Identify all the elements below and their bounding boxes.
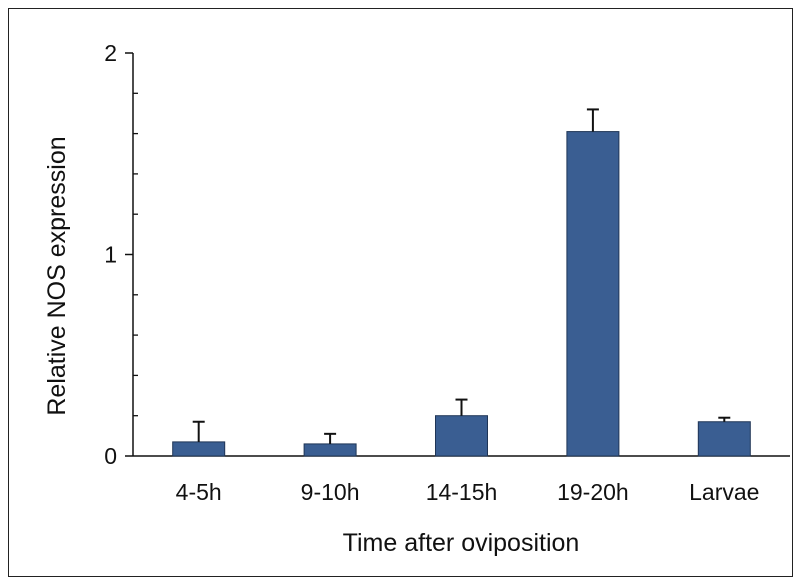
x-tick-label: 9-10h [301, 479, 360, 505]
chart-axes [125, 52, 790, 457]
y-tick-label: 2 [104, 40, 117, 66]
chart-error-bars [192, 108, 731, 444]
bar [172, 441, 226, 457]
x-tick-label: 14-15h [426, 479, 498, 505]
x-tick-label: 4-5h [176, 479, 222, 505]
x-axis-label: Time after oviposition [343, 529, 580, 557]
bar [435, 415, 488, 457]
x-tick-label: Larvae [689, 479, 759, 505]
y-tick-label: 0 [104, 443, 117, 469]
bar [697, 421, 751, 457]
x-tick-label: 19-20h [557, 479, 629, 505]
y-tick-label: 1 [104, 242, 117, 268]
bar [303, 443, 357, 457]
y-axis-label: Relative NOS expression [43, 136, 71, 415]
chart-tick-labels: 0 1 2 4-5h 9-10h 14-15h 19-20h Larvae [104, 40, 759, 505]
figure-frame [8, 8, 793, 577]
bar [566, 131, 620, 457]
